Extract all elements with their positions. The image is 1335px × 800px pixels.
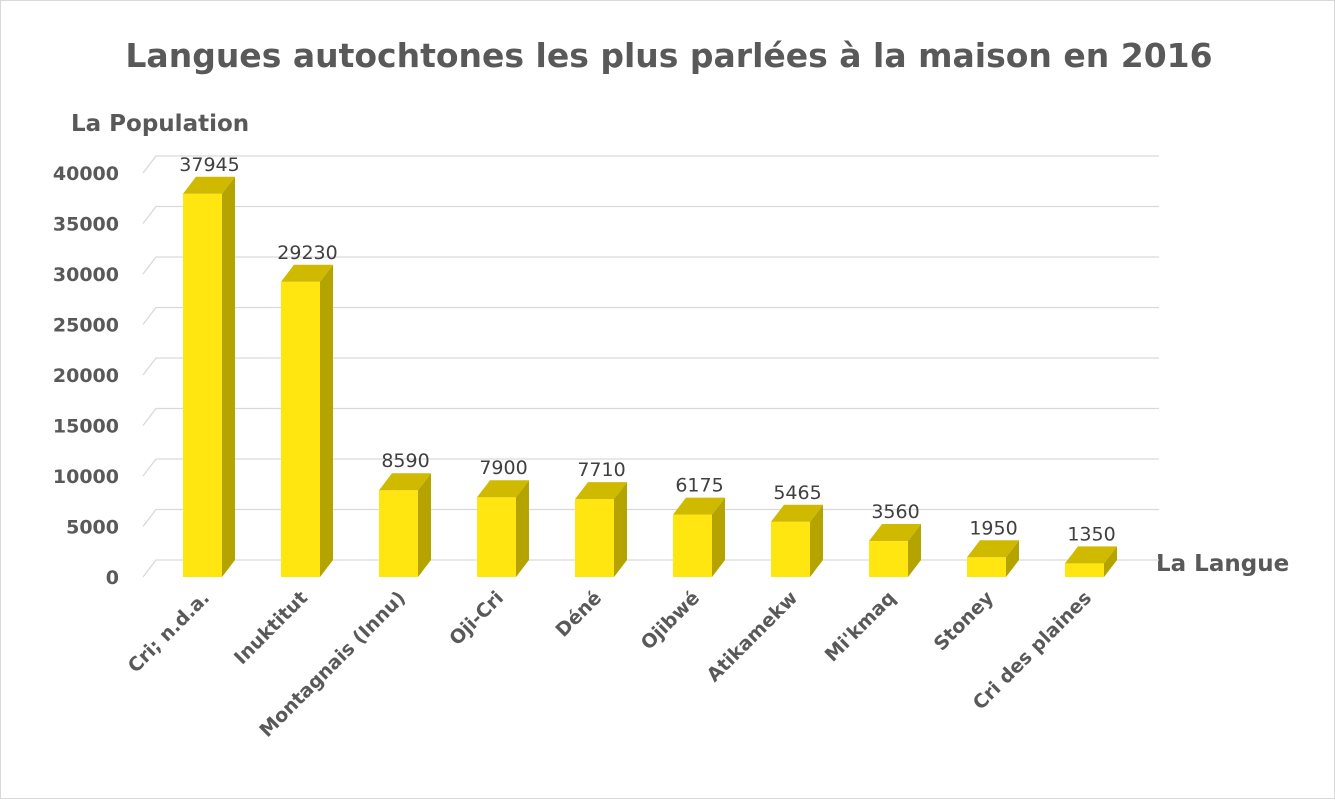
gridline xyxy=(142,407,1159,426)
data-label: 3560 xyxy=(871,501,919,523)
gridline xyxy=(142,256,1159,275)
y-tick-label: 15000 xyxy=(53,416,119,438)
bar-front xyxy=(1065,563,1104,577)
bar xyxy=(967,540,1019,577)
bar-top xyxy=(379,473,431,491)
bar xyxy=(183,176,235,577)
bar-side xyxy=(908,524,921,577)
bar-top xyxy=(281,264,333,282)
bar xyxy=(1065,546,1117,577)
bar-side xyxy=(418,473,431,577)
bar-front xyxy=(869,541,908,577)
y-tick-label: 10000 xyxy=(53,466,119,488)
bar-side xyxy=(712,497,725,577)
bar-front xyxy=(967,557,1006,577)
x-category-label: Cri; n.d.a. xyxy=(124,587,214,677)
bar-front xyxy=(575,499,614,577)
x-category-label: Inuktitut xyxy=(230,587,312,669)
gridline xyxy=(142,458,1159,477)
bar-side xyxy=(516,480,529,577)
data-label: 7710 xyxy=(577,459,625,481)
y-axis-title: La Population xyxy=(71,111,249,137)
y-tick-label: 25000 xyxy=(53,315,119,337)
bar-front xyxy=(673,514,712,577)
bar-side xyxy=(614,482,627,577)
bar-side xyxy=(810,504,823,577)
y-axis-ticks: 0 5000 10000 15000 20000 25000 30000 35000 40000 xyxy=(53,163,119,589)
bar xyxy=(575,482,627,577)
bar-front xyxy=(379,490,418,577)
y-tick-label: 30000 xyxy=(53,264,119,286)
x-category-label: Oji-Cri xyxy=(445,587,508,650)
bar-side xyxy=(222,176,235,577)
bar xyxy=(673,497,725,577)
data-label: 8590 xyxy=(381,450,429,472)
bar-front xyxy=(771,521,810,577)
bar-top xyxy=(575,482,627,500)
bar-front xyxy=(183,193,222,577)
bar-front xyxy=(477,497,516,577)
x-category-label: Stoney xyxy=(930,587,999,656)
bar xyxy=(281,264,333,577)
x-axis-title: La Langue xyxy=(1156,551,1289,577)
data-label: 7900 xyxy=(479,457,527,479)
bar-top xyxy=(967,540,1019,558)
gridlines xyxy=(142,155,1159,578)
bar-side xyxy=(1006,540,1019,577)
data-labels: 37945 29230 8590 7900 7710 6175 5465 3560 1950 13… xyxy=(179,154,1115,546)
data-label: 1350 xyxy=(1067,523,1115,545)
x-category-label: Déné xyxy=(552,587,607,642)
y-tick-label: 20000 xyxy=(53,365,119,387)
data-label: 1950 xyxy=(969,517,1017,539)
bar-top xyxy=(477,480,529,498)
y-tick-label: 40000 xyxy=(53,163,119,185)
bar xyxy=(771,504,823,577)
data-label: 29230 xyxy=(277,242,337,264)
gridline xyxy=(142,155,1159,174)
y-tick-label: 5000 xyxy=(66,517,119,539)
chart-title: Langues autochtones les plus parlées à l… xyxy=(125,36,1212,75)
data-label: 5465 xyxy=(773,482,821,504)
bar xyxy=(869,524,921,577)
bar-top xyxy=(869,524,921,542)
gridline xyxy=(142,306,1159,325)
bar xyxy=(379,473,431,577)
x-category-label: Mi'kmaq xyxy=(821,587,900,666)
x-category-label: Ojibwé xyxy=(637,587,704,654)
y-tick-label: 0 xyxy=(106,567,119,589)
bar xyxy=(477,480,529,577)
bar-front xyxy=(281,281,320,577)
data-label: 6175 xyxy=(675,475,723,497)
gridline xyxy=(142,559,1159,578)
x-category-label: Atikamekw xyxy=(703,587,802,686)
bar-side xyxy=(1104,546,1117,577)
data-label: 37945 xyxy=(179,154,239,176)
y-tick-label: 35000 xyxy=(53,214,119,236)
bar-top xyxy=(1065,546,1117,564)
gridline xyxy=(142,508,1159,527)
bar-top xyxy=(771,504,823,522)
bars xyxy=(183,176,1117,577)
gridline xyxy=(142,357,1159,376)
gridline xyxy=(142,205,1159,224)
bar-side xyxy=(320,264,333,577)
bar-top xyxy=(673,497,725,515)
bar-top xyxy=(183,176,235,194)
